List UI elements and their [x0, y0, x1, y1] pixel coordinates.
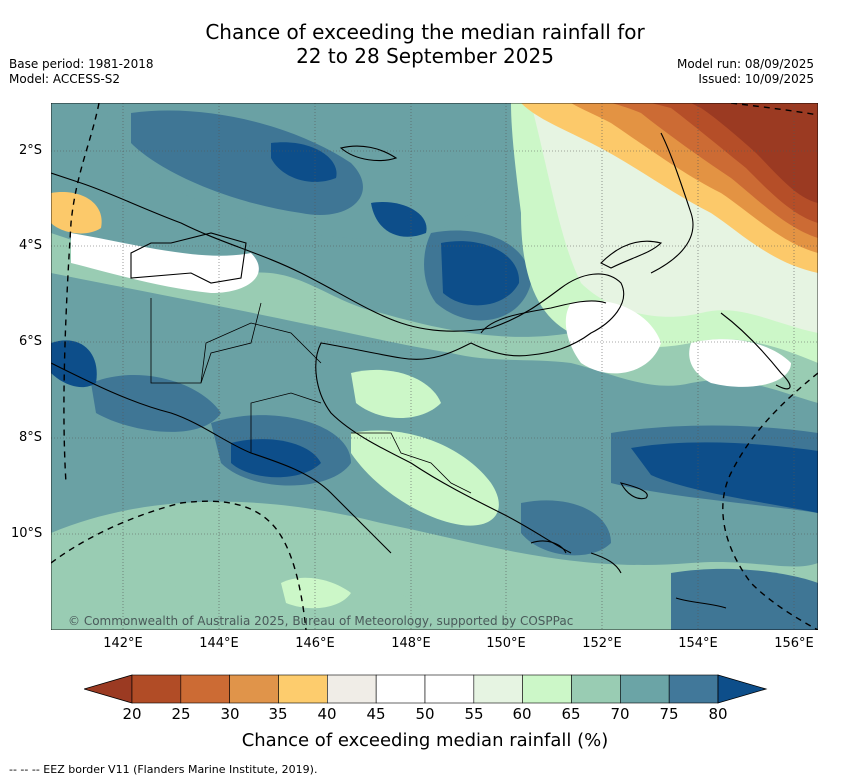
rainfall-map: © Commonwealth of Australia 2025, Bureau…	[51, 103, 818, 630]
lon-tick-144e: 144°E	[199, 636, 239, 651]
zone-ne-20	[691, 103, 818, 203]
copyright-text: © Commonwealth of Australia 2025, Bureau…	[68, 614, 574, 628]
lat-tick-8s: 8°S	[19, 430, 43, 445]
colorbar-cell	[278, 674, 328, 704]
cb-tick-40: 40	[317, 705, 337, 723]
title-line-2: 22 to 28 September 2025	[296, 44, 554, 68]
cb-tick-45: 45	[366, 705, 386, 723]
colorbar-cells	[131, 674, 719, 704]
zone-far-southeast-75	[671, 568, 818, 630]
colorbar	[84, 674, 768, 704]
eez-legend-note: -- -- -- EEZ border V11 (Flanders Marine…	[9, 763, 318, 776]
zone-peninsula-65	[351, 430, 499, 526]
colorbar-cell	[424, 674, 475, 704]
cb-tick-70: 70	[610, 705, 630, 723]
cb-tick-20: 20	[122, 705, 142, 723]
cb-tick-30: 30	[220, 705, 240, 723]
zone-north-75	[131, 110, 363, 215]
colorbar-cell	[327, 674, 377, 704]
colorbar-cell	[620, 674, 670, 704]
cb-tick-55: 55	[464, 705, 484, 723]
lon-tick-148e: 148°E	[391, 636, 431, 651]
lat-tick-6s: 6°S	[19, 334, 43, 349]
cb-tick-60: 60	[512, 705, 532, 723]
zone-south-70	[51, 501, 818, 630]
model-run: Model run: 08/09/2025	[676, 57, 814, 71]
lon-tick-152e: 152°E	[582, 636, 622, 651]
zone-east-small-50	[689, 339, 791, 387]
zone-mid-80	[441, 241, 520, 306]
colorbar-cell	[668, 674, 719, 704]
colorbar-over-arrow	[717, 674, 768, 704]
eez-borders	[51, 103, 818, 630]
zone-east-80	[631, 442, 818, 513]
zone-west-80	[51, 340, 97, 388]
colorbar-cell	[571, 674, 621, 704]
zone-southwest-70	[51, 564, 451, 630]
lat-tick-4s: 4°S	[19, 238, 43, 253]
zone-southeast-75	[521, 500, 611, 556]
meta-right: Model run: 08/09/2025 Issued: 10/09/2025	[677, 57, 814, 87]
cb-tick-25: 25	[171, 705, 191, 723]
zone-west-40	[51, 192, 102, 234]
zone-north-80	[271, 142, 337, 182]
colorbar-cell	[522, 674, 572, 704]
lon-tick-146e: 146°E	[295, 636, 335, 651]
colorbar-cell	[473, 674, 523, 704]
meta-left: Base period: 1981-2018 Model: ACCESS-S2	[9, 57, 154, 87]
zone-west-50	[71, 233, 259, 293]
graticule	[51, 103, 818, 630]
colorbar-under-arrow	[84, 674, 133, 704]
colorbar-cell	[180, 674, 230, 704]
zone-center-80	[231, 439, 321, 478]
zone-east-60	[531, 103, 818, 333]
base-period: Base period: 1981-2018	[9, 57, 154, 71]
zone-north-small-80	[371, 202, 427, 237]
lon-tick-142e: 142°E	[103, 636, 143, 651]
cb-tick-65: 65	[561, 705, 581, 723]
cb-tick-50: 50	[415, 705, 435, 723]
lon-tick-156e: 156°E	[774, 636, 814, 651]
colorbar-label: Chance of exceeding median rainfall (%)	[241, 730, 609, 751]
lon-tick-150e: 150°E	[486, 636, 526, 651]
cb-tick-35: 35	[268, 705, 288, 723]
cb-tick-75: 75	[659, 705, 679, 723]
colorbar-cell	[131, 674, 182, 704]
cb-tick-80: 80	[708, 705, 728, 723]
zone-center-65	[351, 369, 441, 418]
lat-tick-2s: 2°S	[19, 143, 43, 158]
map-svg	[51, 103, 818, 630]
zone-west-75	[91, 374, 221, 432]
colorbar-cell	[229, 674, 279, 704]
colorbar-cell	[375, 674, 426, 704]
lat-tick-10s: 10°S	[11, 526, 43, 541]
issued-date: Issued: 10/09/2025	[698, 72, 814, 86]
zone-east-50	[565, 300, 661, 374]
lon-tick-154e: 154°E	[678, 636, 718, 651]
model-name: Model: ACCESS-S2	[9, 72, 121, 86]
chart-title: Chance of exceeding the median rainfall …	[0, 20, 850, 68]
province-borders	[150, 298, 472, 494]
title-line-1: Chance of exceeding the median rainfall …	[205, 20, 645, 44]
